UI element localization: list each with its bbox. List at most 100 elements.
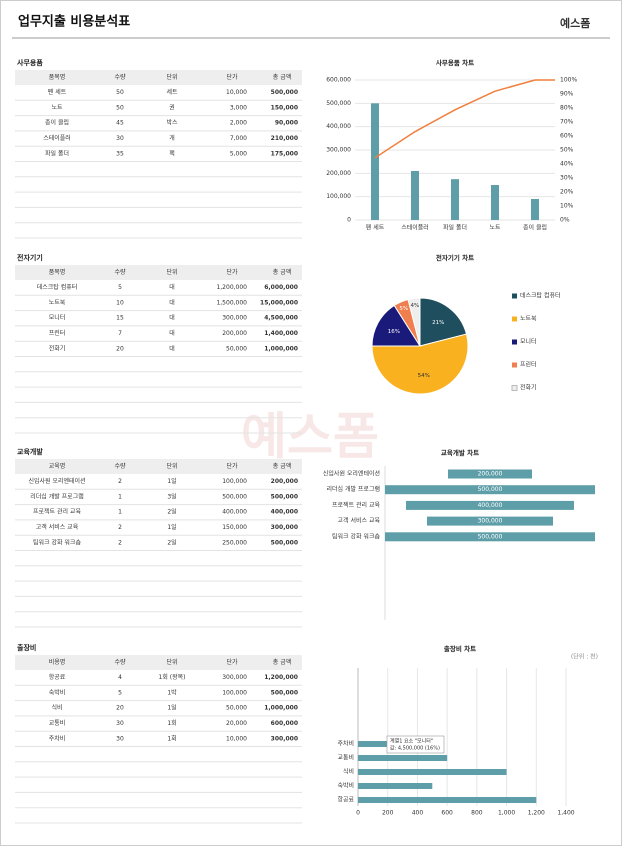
- table-cell: 300,000: [222, 674, 247, 681]
- table-header: 비용명: [49, 658, 66, 666]
- table-cell: 대: [169, 283, 175, 291]
- bar: [358, 769, 507, 775]
- table-cell: 스테이플러: [43, 134, 71, 142]
- table-cell: 1,400,000: [264, 330, 298, 337]
- table-cell: 리더십 개발 프로그램: [30, 492, 84, 500]
- table-cell: 2,000: [230, 120, 247, 127]
- table-cell: 7: [118, 330, 122, 337]
- chart-title: 사무용품 차트: [436, 58, 474, 67]
- category-label: 프로젝트 관리 교육: [332, 501, 380, 509]
- legend-label: 노트북: [520, 316, 537, 323]
- legend-label: 모니터: [520, 338, 537, 346]
- tooltip-box: [386, 735, 445, 754]
- x-tick-label: 종이 클립: [523, 224, 547, 232]
- section-label: 교육개발: [17, 447, 43, 456]
- table-cell: 종이 클립: [45, 119, 69, 127]
- value-label: 300,000: [478, 518, 503, 525]
- funnel-bar: [385, 485, 595, 495]
- table-cell: 10: [116, 299, 124, 306]
- table-cell: 5: [118, 689, 122, 696]
- table-header-bg: [15, 459, 302, 474]
- table-cell: 2: [118, 524, 122, 531]
- table-cell: 신입사원 오리엔테이션: [28, 477, 85, 485]
- table-cell: 대: [169, 298, 175, 306]
- category-label: 고객 서비스 교육: [338, 517, 381, 525]
- table-cell: 500,000: [271, 493, 298, 500]
- table-cell: 3일: [167, 492, 176, 500]
- table-cell: 교통비: [49, 719, 66, 727]
- table-cell: 펜 세트: [48, 88, 67, 96]
- category-label: 식비: [343, 768, 354, 776]
- bar: [451, 179, 459, 220]
- table-cell: 45: [116, 120, 124, 127]
- y2-tick-label: 100%: [560, 77, 577, 84]
- table-header: 단가: [226, 73, 238, 81]
- table-header-bg: [15, 655, 302, 670]
- funnel-bar: [427, 516, 553, 526]
- cumulative-line: [374, 79, 536, 159]
- table-cell: 대: [169, 329, 175, 337]
- y2-tick-label: 30%: [560, 175, 574, 182]
- bar: [358, 783, 433, 789]
- y2-tick-label: 0%: [560, 217, 570, 224]
- table-cell: 30: [116, 720, 124, 727]
- table-header: 수량: [114, 463, 126, 470]
- table-cell: 50: [116, 104, 124, 111]
- table-header: 품목명: [49, 268, 66, 276]
- table-header: 수량: [114, 269, 126, 276]
- table-cell: 노트북: [49, 299, 66, 306]
- table-cell: 600,000: [271, 720, 298, 727]
- x-tick-label: 600: [441, 810, 453, 817]
- y2-tick-label: 70%: [560, 119, 574, 126]
- table-cell: 프로젝트 관리 교육: [33, 508, 81, 516]
- table-cell: 50: [116, 89, 124, 96]
- x-tick-label: 펜 세트: [366, 224, 385, 232]
- category-label: 리더십 개발 프로그램: [327, 485, 381, 493]
- table-cell: 2일: [167, 538, 176, 546]
- y-tick-label: 400,000: [326, 123, 351, 130]
- table-cell: 1회: [167, 734, 176, 742]
- legend-label: 프린터: [520, 361, 537, 369]
- table-cell: 20,000: [226, 720, 247, 727]
- table-cell: 4: [118, 674, 122, 681]
- table-cell: 권: [169, 103, 175, 111]
- x-tick-label: 1,200: [528, 810, 545, 817]
- legend-swatch: [511, 385, 518, 391]
- table-cell: 1일: [167, 523, 176, 531]
- table-cell: 200,000: [222, 330, 247, 337]
- value-label: 400,000: [478, 502, 503, 509]
- y-tick-label: 0: [347, 217, 351, 224]
- pie-slice: [419, 297, 468, 347]
- table-cell: 노트: [51, 104, 63, 111]
- table-cell: 전화기: [49, 344, 66, 352]
- table-cell: 100,000: [222, 689, 247, 696]
- funnel-bar: [385, 532, 595, 542]
- table-cell: 500,000: [271, 539, 298, 546]
- table-cell: 300,000: [271, 524, 298, 531]
- table-cell: 대: [169, 314, 175, 322]
- slice-label: 54%: [418, 373, 430, 379]
- legend-swatch: [512, 362, 517, 368]
- value-label: 200,000: [478, 471, 503, 478]
- table-cell: 1,000,000: [264, 345, 298, 352]
- y-tick-label: 600,000: [326, 77, 351, 84]
- table-cell: 팩: [169, 149, 175, 157]
- x-tick-label: 200: [382, 810, 394, 817]
- table-cell: 5,000: [230, 150, 247, 157]
- slice-label: 4%: [411, 303, 420, 309]
- table-cell: 개: [169, 134, 175, 142]
- table-cell: 1,200,000: [264, 674, 298, 681]
- bar: [358, 741, 403, 747]
- table-cell: 숙박비: [49, 688, 66, 696]
- y-tick-label: 500,000: [326, 100, 351, 107]
- table-cell: 1,200,000: [216, 284, 247, 291]
- pie-slice: [371, 333, 469, 395]
- table-header: 총 금액: [273, 73, 291, 81]
- table-cell: 300,000: [222, 315, 247, 322]
- funnel-bar: [448, 469, 532, 479]
- table-header: 수량: [114, 74, 126, 81]
- legend-label: 데스크탑 컴퓨터: [520, 292, 561, 300]
- table-header-bg: [15, 265, 302, 280]
- slice-label: 16%: [388, 329, 400, 335]
